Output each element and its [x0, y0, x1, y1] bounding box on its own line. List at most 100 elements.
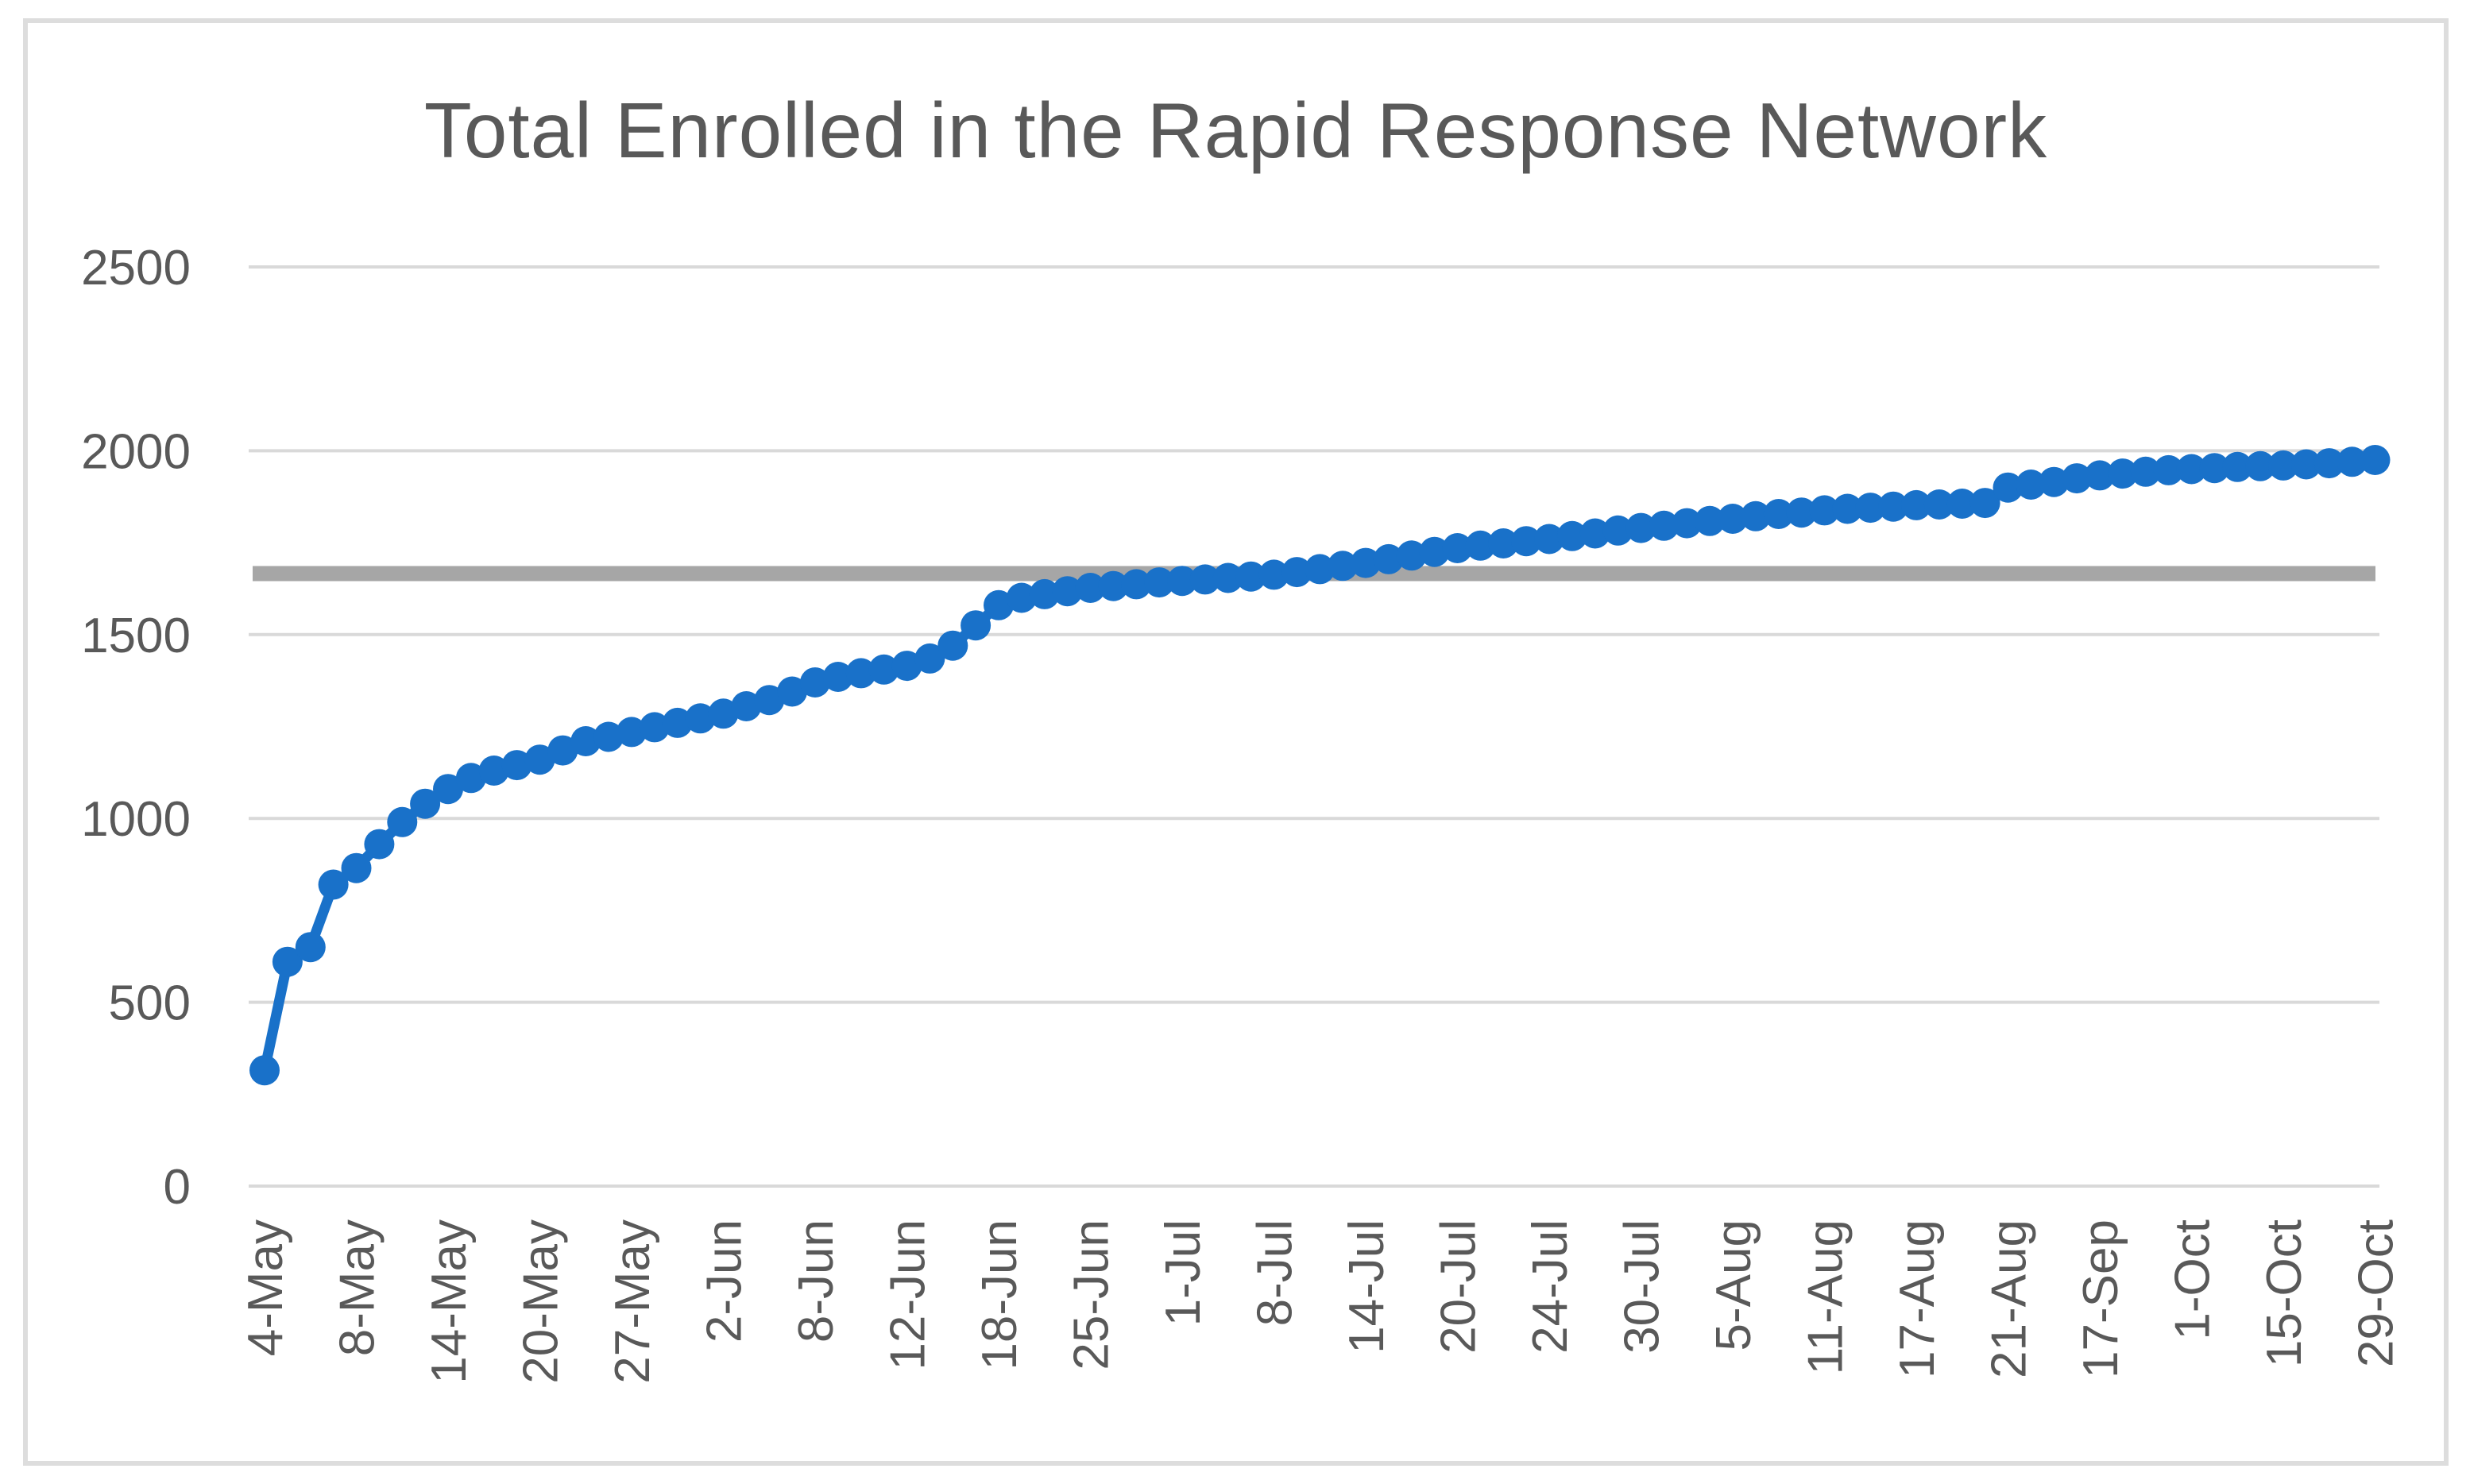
- data-point-marker: [2222, 451, 2253, 482]
- data-point-marker: [754, 685, 785, 716]
- data-point-marker: [1786, 497, 1817, 528]
- data-point-marker: [1878, 491, 1909, 522]
- data-point-marker: [547, 735, 578, 766]
- y-axis-tick-label: 1500: [81, 609, 191, 663]
- data-point-marker: [1718, 504, 1748, 534]
- data-point-marker: [1923, 489, 1954, 520]
- data-point-marker: [364, 829, 395, 860]
- data-point-marker: [2245, 450, 2276, 481]
- data-point-marker: [593, 721, 624, 752]
- x-axis-tick-label: 15-Oct: [2257, 1219, 2312, 1367]
- data-point-marker: [2153, 454, 2184, 485]
- x-axis-tick-label: 12-Jun: [881, 1219, 936, 1370]
- data-point-marker: [2290, 449, 2321, 480]
- data-point-marker: [800, 667, 830, 698]
- x-axis-tick-label: 5-Aug: [1707, 1219, 1761, 1351]
- x-axis-tick-label: 17-Sep: [2074, 1219, 2128, 1378]
- x-axis-tick-label: 1-Oct: [2166, 1219, 2221, 1340]
- data-point-marker: [1419, 536, 1450, 567]
- data-point-marker: [570, 726, 601, 756]
- data-point-marker: [845, 658, 876, 689]
- x-axis-tick-label: 8-Jul: [1248, 1219, 1303, 1326]
- data-point-marker: [478, 756, 509, 786]
- data-point-marker: [1465, 530, 1496, 561]
- data-point-marker: [1488, 528, 1519, 558]
- data-point-marker: [1235, 561, 1266, 592]
- data-point-marker: [984, 589, 1014, 620]
- data-point-marker: [318, 869, 349, 900]
- data-point-marker: [1855, 493, 1886, 524]
- x-axis-tick-label: 21-Aug: [1982, 1219, 2037, 1378]
- data-point-marker: [1946, 489, 1977, 519]
- data-point-marker: [777, 676, 808, 707]
- data-point-marker: [822, 662, 853, 692]
- data-point-marker: [731, 691, 762, 721]
- data-point-marker: [455, 763, 486, 794]
- data-point-marker: [433, 774, 463, 805]
- data-point-marker: [914, 643, 945, 674]
- y-axis-tick-label: 0: [164, 1160, 191, 1215]
- data-point-marker: [1052, 576, 1083, 607]
- x-axis-tick-label: 2-Jun: [698, 1219, 752, 1343]
- data-point-marker: [708, 698, 739, 729]
- y-axis-tick-label: 2000: [81, 424, 191, 479]
- x-axis-tick-label: 27-May: [605, 1219, 660, 1384]
- data-point-marker: [639, 712, 670, 743]
- data-point-marker: [2313, 448, 2344, 479]
- data-point-marker: [1006, 582, 1037, 613]
- x-axis-tick-label: 18-Jun: [972, 1219, 1027, 1370]
- data-point-marker: [2039, 466, 2070, 497]
- x-axis-tick-label: 24-Jul: [1523, 1219, 1578, 1354]
- data-point-marker: [501, 750, 532, 781]
- chart-title: Total Enrolled in the Rapid Response Net…: [423, 87, 2048, 174]
- x-axis-tick-label: 14-Jul: [1339, 1219, 1394, 1354]
- data-point-marker: [1993, 472, 2024, 503]
- data-point-marker: [1351, 547, 1381, 578]
- data-point-marker: [1144, 567, 1175, 598]
- data-point-marker: [272, 946, 303, 977]
- x-axis-labels: 4-May 8-May 14-May 20-May 27-May 2-Jun 8-Jun 12…: [238, 1219, 2404, 1384]
- data-point-marker: [1901, 489, 1931, 520]
- x-axis-tick-label: 25-Jun: [1065, 1219, 1119, 1370]
- data-point-marker: [685, 703, 716, 734]
- x-axis-tick-label: 8-Jun: [789, 1219, 844, 1343]
- data-point-marker: [1305, 554, 1336, 585]
- data-point-marker: [2199, 453, 2230, 484]
- y-axis-labels: 2500 2000 1500 1000 500 0: [81, 241, 191, 1215]
- y-axis-tick-label: 500: [109, 976, 191, 1031]
- gridlines: [249, 265, 2379, 1188]
- data-point-marker: [937, 630, 968, 661]
- data-point-marker: [387, 806, 418, 837]
- data-point-marker: [1075, 573, 1106, 603]
- data-point-marker: [410, 788, 441, 819]
- data-point-marker: [2062, 463, 2093, 494]
- x-axis-tick-label: 29-Oct: [2349, 1219, 2404, 1367]
- data-point-marker: [961, 610, 991, 641]
- data-point-marker: [1695, 505, 1726, 536]
- data-point-marker: [1602, 515, 1633, 546]
- data-point-marker: [1832, 493, 1863, 524]
- x-axis-tick-label: 20-May: [514, 1219, 569, 1384]
- y-axis-tick-label: 1000: [81, 792, 191, 847]
- y-axis-tick-label: 2500: [81, 241, 191, 296]
- enrollment-series-line: [259, 454, 2380, 1076]
- data-point-marker: [891, 651, 922, 682]
- data-point-marker: [2337, 446, 2368, 477]
- x-axis-tick-label: 11-Aug: [1799, 1219, 1853, 1374]
- data-point-marker: [1442, 533, 1473, 563]
- data-point-marker: [1534, 524, 1564, 555]
- data-point-marker: [2130, 456, 2161, 487]
- data-point-marker: [295, 932, 326, 963]
- data-point-marker: [1649, 510, 1680, 541]
- x-axis-tick-label: 30-Jul: [1615, 1219, 1670, 1354]
- data-point-marker: [341, 852, 372, 883]
- data-point-marker: [1556, 520, 1587, 551]
- data-point-marker: [662, 707, 693, 738]
- x-axis-tick-label: 4-May: [238, 1219, 293, 1356]
- data-point-marker: [2085, 460, 2115, 491]
- x-axis-tick-label: 17-Aug: [1890, 1219, 1945, 1378]
- data-point-marker: [1969, 488, 2000, 519]
- data-point-marker: [1511, 526, 1542, 557]
